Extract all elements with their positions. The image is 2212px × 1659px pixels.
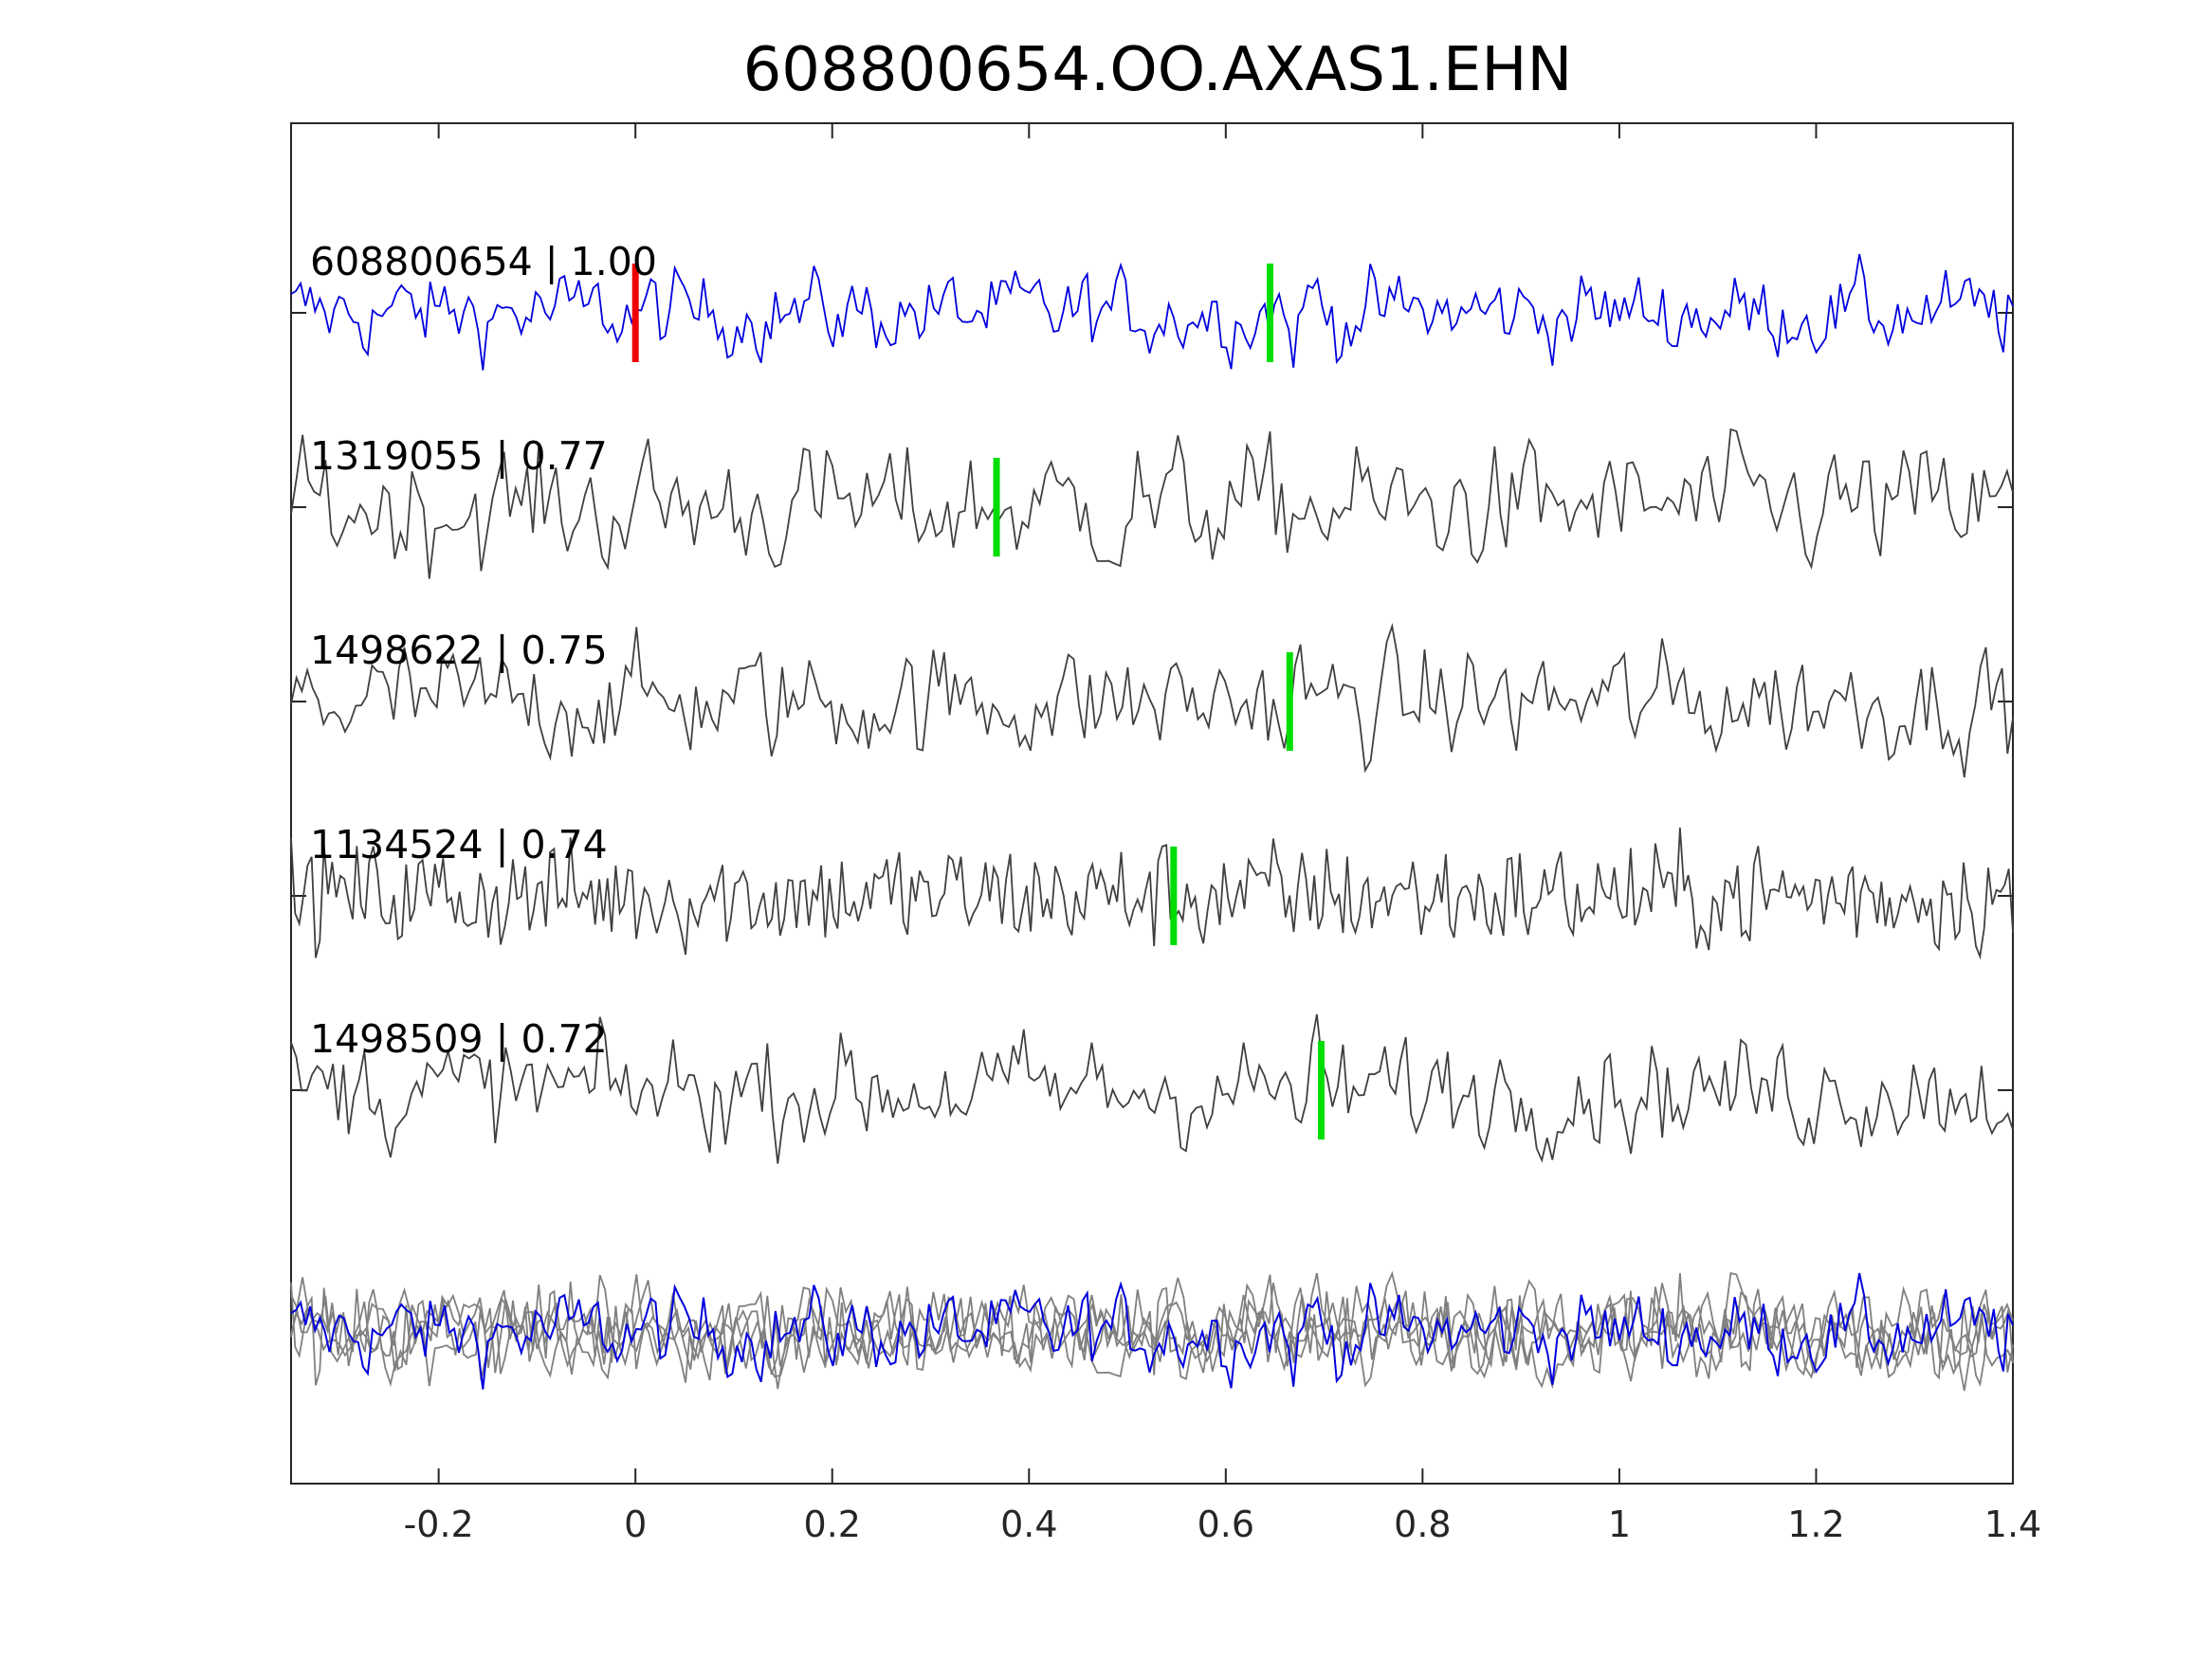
- trace-label-608800654: 608800654 | 1.00: [310, 239, 657, 284]
- trace-line-1498509: [290, 1013, 2014, 1164]
- stack-overlay: [290, 1270, 2014, 1392]
- trace-line-1134524: [290, 827, 2014, 960]
- trace-line-608800654: [290, 253, 2014, 371]
- x-tick-label: 0.4: [1000, 1504, 1057, 1545]
- x-tick-label: 0: [624, 1504, 647, 1545]
- trace-label-1319055: 1319055 | 0.77: [310, 433, 608, 479]
- plot-frame: [290, 122, 2014, 1485]
- x-tick-label: -0.2: [404, 1504, 474, 1545]
- x-axis: -0.2 0 0.2 0.4 0.6 0.8 1 1.2 1.4: [404, 123, 2041, 1545]
- trace-label-1498622: 1498622 | 0.75: [310, 628, 608, 673]
- x-tick-label: 1.2: [1787, 1504, 1844, 1545]
- x-tick-label: 0.8: [1394, 1504, 1451, 1545]
- x-tick-label: 0.2: [804, 1504, 861, 1545]
- chart-title: 608800654.OO.AXAS1.EHN: [743, 35, 1573, 105]
- trace-line-1498622: [290, 623, 2014, 778]
- stack-trace-reference: [290, 1272, 2014, 1390]
- trace-label-1498509: 1498509 | 0.72: [310, 1016, 608, 1062]
- trace-label-1134524: 1134524 | 0.74: [310, 822, 608, 867]
- x-tick-label: 1.4: [1984, 1504, 2041, 1545]
- x-tick-label: 1: [1608, 1504, 1631, 1545]
- x-tick-label: 0.6: [1197, 1504, 1254, 1545]
- trace-line-1319055: [290, 428, 2014, 579]
- picks: [631, 264, 1325, 1139]
- traces: [290, 253, 2014, 1164]
- trace-labels: 608800654 | 1.00 1319055 | 0.77 1498622 | …: [310, 239, 657, 1062]
- stack-trace-1498509: [290, 1272, 2014, 1390]
